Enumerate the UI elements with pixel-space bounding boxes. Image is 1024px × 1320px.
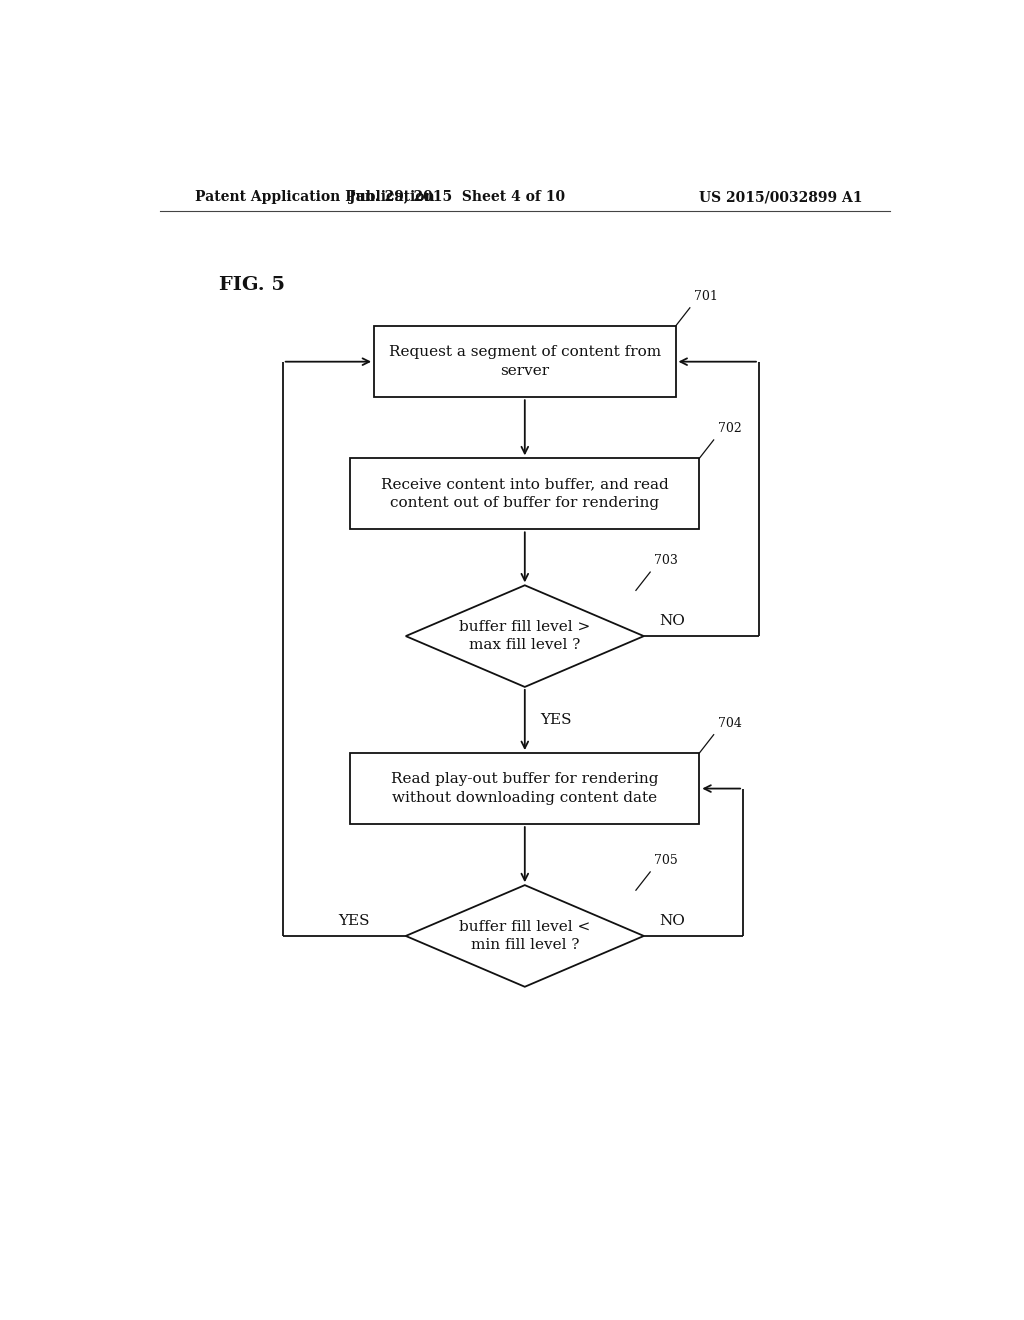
Text: YES: YES [338, 913, 370, 928]
Text: Receive content into buffer, and read
content out of buffer for rendering: Receive content into buffer, and read co… [381, 478, 669, 510]
Text: 705: 705 [654, 854, 678, 867]
Bar [350, 752, 699, 824]
Text: NO: NO [659, 913, 686, 928]
Bar [350, 458, 699, 529]
Text: Patent Application Publication: Patent Application Publication [196, 190, 435, 205]
Polygon shape [406, 886, 644, 987]
Text: NO: NO [659, 614, 686, 628]
Bar [374, 326, 676, 397]
Text: 702: 702 [718, 422, 741, 434]
Text: Jan. 29, 2015  Sheet 4 of 10: Jan. 29, 2015 Sheet 4 of 10 [349, 190, 565, 205]
Text: buffer fill level >
max fill level ?: buffer fill level > max fill level ? [459, 620, 591, 652]
Text: US 2015/0032899 A1: US 2015/0032899 A1 [699, 190, 863, 205]
Text: Request a segment of content from
server: Request a segment of content from server [389, 346, 660, 378]
Text: YES: YES [541, 713, 572, 727]
Text: FIG. 5: FIG. 5 [219, 276, 286, 294]
Text: 704: 704 [718, 717, 741, 730]
Text: buffer fill level <
min fill level ?: buffer fill level < min fill level ? [459, 920, 591, 952]
Text: Read play-out buffer for rendering
without downloading content date: Read play-out buffer for rendering witho… [391, 772, 658, 805]
Polygon shape [406, 585, 644, 686]
Text: 701: 701 [694, 289, 718, 302]
Text: 703: 703 [654, 554, 678, 568]
